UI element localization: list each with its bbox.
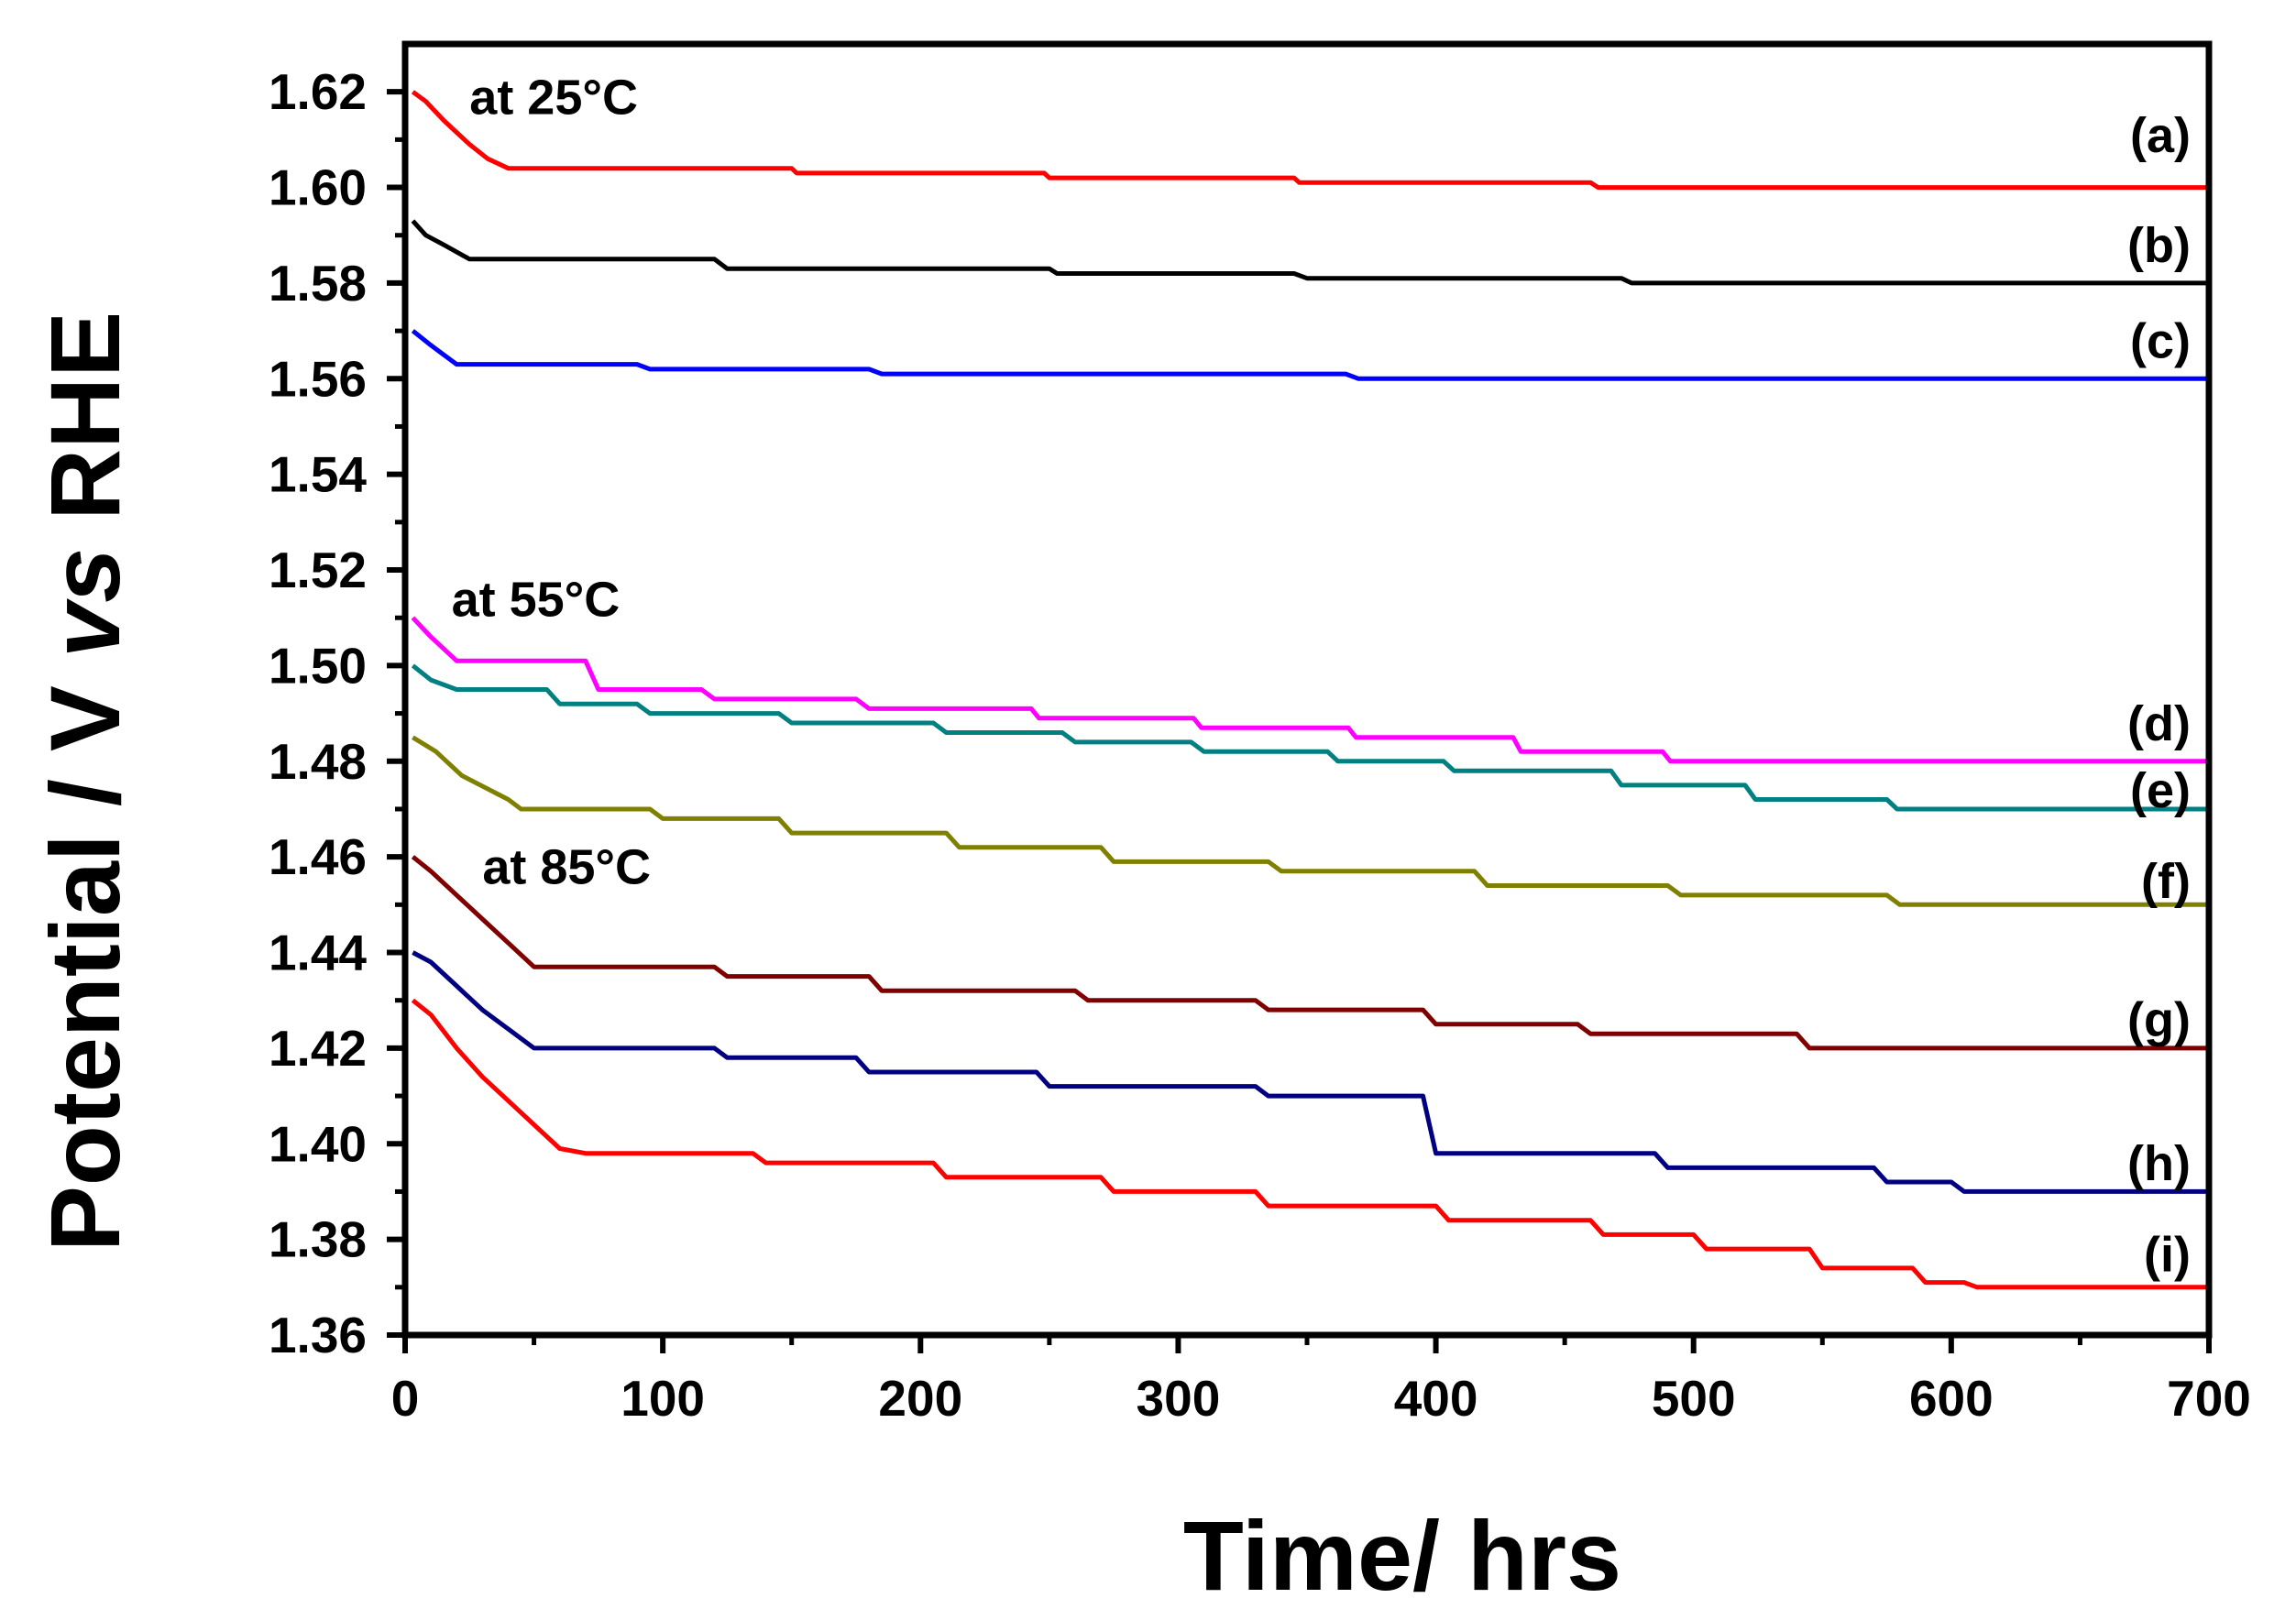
x-tick-label: 200 <box>878 1370 962 1427</box>
x-tick-label: 100 <box>621 1370 705 1427</box>
series-line <box>411 855 2209 1051</box>
y-axis-title: Potential / V vs RHE <box>29 312 140 1252</box>
x-tick-label: 0 <box>391 1370 420 1427</box>
series-line <box>412 735 2209 907</box>
x-tick-label: 500 <box>1652 1370 1736 1427</box>
y-tick-label: 1.52 <box>269 542 367 598</box>
y-tick-label: 1.36 <box>269 1307 367 1363</box>
series-layer <box>411 90 2209 1290</box>
y-tick-label: 1.48 <box>269 733 367 790</box>
y-tick-label: 1.44 <box>269 925 367 981</box>
series-label: (d) <box>2127 696 2191 751</box>
series-line <box>411 998 2209 1290</box>
series-label: (f) <box>2141 854 2191 909</box>
series-line <box>411 90 2209 191</box>
series-label: (h) <box>2127 1136 2191 1191</box>
y-tick-label: 1.54 <box>269 446 367 503</box>
y-tick-label: 1.60 <box>269 159 367 216</box>
y-tick-label: 1.62 <box>269 63 367 120</box>
y-axis-title-vs: vs <box>29 548 140 658</box>
x-tick-label: 400 <box>1394 1370 1478 1427</box>
y-tick-label: 1.58 <box>269 255 367 312</box>
annotation-t25: at 25°C <box>469 70 638 125</box>
annotation-t55: at 55°C <box>452 572 621 627</box>
x-tick-label: 300 <box>1137 1370 1221 1427</box>
y-tick-label: 1.56 <box>269 350 367 407</box>
x-tick-label: 600 <box>1909 1370 1994 1427</box>
y-tick-label: 1.40 <box>269 1115 367 1172</box>
annotation-t85: at 85°C <box>482 840 651 895</box>
series-label: (i) <box>2144 1227 2191 1282</box>
series-label: (g) <box>2127 993 2191 1048</box>
series-label: (b) <box>2127 218 2191 273</box>
y-tick-label: 1.46 <box>269 828 367 885</box>
x-tick-label: 700 <box>2167 1370 2251 1427</box>
series-label: (e) <box>2130 763 2191 818</box>
y-axis-title-part3: RHE <box>29 312 140 548</box>
series-line <box>411 219 2209 286</box>
y-tick-label: 1.38 <box>269 1211 367 1268</box>
y-axis-title-part1: Potential / V <box>29 658 140 1252</box>
x-axis-title: Time/ hrs <box>1183 1500 1621 1611</box>
ticks-layer <box>387 89 2212 1353</box>
y-tick-label: 1.42 <box>269 1020 367 1077</box>
series-label: (a) <box>2130 108 2191 163</box>
series-line <box>411 663 2209 812</box>
series-line <box>412 950 2209 1194</box>
series-line <box>411 616 2209 764</box>
series-line <box>411 329 2209 381</box>
series-label: (c) <box>2130 314 2191 369</box>
labels-layer: 0 100 200 300 400 500 600 700 1.36 1.38 1.40 1.42 1.… <box>269 63 2251 1427</box>
y-tick-label: 1.50 <box>269 637 367 694</box>
